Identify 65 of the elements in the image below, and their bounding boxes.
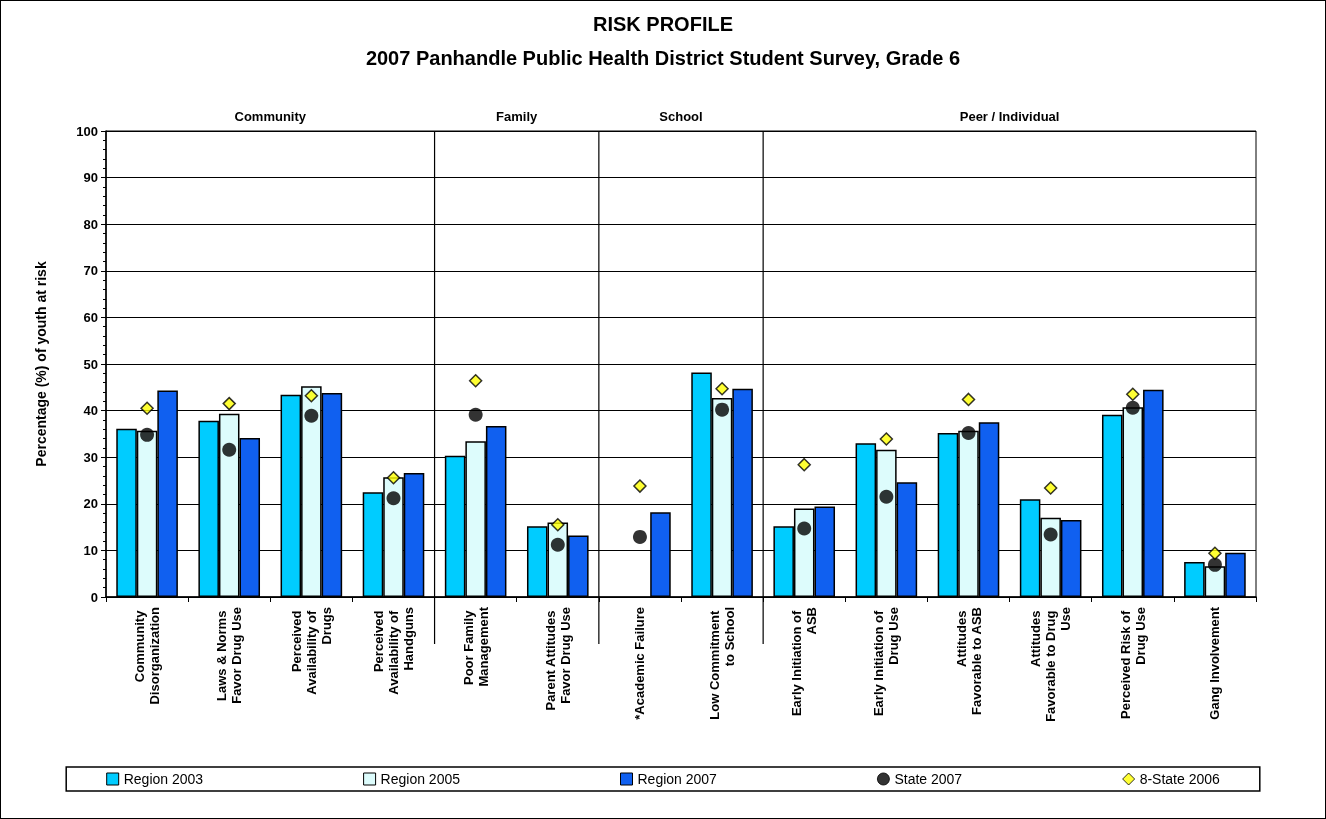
legend-label: Region 2005: [380, 771, 461, 787]
point: [715, 402, 730, 417]
point: [550, 537, 565, 552]
point: [386, 491, 401, 506]
point: [304, 408, 319, 423]
y-tick-label: 10: [83, 542, 98, 558]
point: [222, 396, 236, 411]
x-tick-label: Perceived Risk of Drug Use: [1117, 607, 1148, 719]
point: [386, 470, 401, 485]
y-tick-label: 50: [83, 356, 98, 372]
text: Community: [234, 109, 307, 124]
y-tick-label: 70: [83, 263, 98, 279]
y-tick-label: 30: [83, 449, 98, 465]
point: [1043, 481, 1058, 495]
point: [1125, 400, 1140, 415]
x-tick-label: Low Commitment to School: [707, 607, 738, 720]
legend-label: 8-State 2006: [1139, 771, 1221, 787]
y-tick-label: 40: [83, 403, 98, 419]
point: [1208, 546, 1222, 560]
point: [879, 432, 894, 446]
point: [304, 388, 319, 403]
text: Family: [496, 109, 539, 124]
point: [797, 521, 812, 536]
chart-subtitle: 2007 Panhandle Public Health District Student Survey, Grade 6: [365, 47, 961, 69]
y-tick-label: 0: [90, 589, 98, 605]
x-tick-label: Attitudes Favorable to Drug Use: [1028, 607, 1074, 722]
point: [468, 407, 483, 422]
legend-label: Region 2007: [637, 771, 718, 787]
point: [632, 529, 647, 544]
point: [879, 489, 894, 504]
point: [140, 427, 155, 442]
point: [961, 392, 976, 407]
x-tick-label: Poor Family Management: [460, 606, 491, 687]
point: [1043, 527, 1058, 542]
text: School: [659, 109, 703, 124]
point: [140, 401, 154, 416]
x-tick-label: Early Initiation of Drug Use: [871, 607, 902, 717]
x-tick-label: Attitudes Favorable to ASB: [953, 607, 984, 715]
legend-label: State 2007: [894, 771, 963, 787]
y-tick-label: 20: [83, 496, 98, 512]
x-tick-label: Perceived Availability of Drugs: [288, 607, 334, 695]
point: [551, 518, 565, 532]
point: [961, 425, 976, 440]
x-tick-label: Gang Involvement: [1207, 606, 1223, 720]
y-tick-label: 80: [83, 216, 98, 232]
point: [797, 457, 811, 472]
y-tick-label: 100: [76, 123, 98, 139]
point: [468, 374, 483, 388]
text: Peer / Individual: [959, 109, 1060, 124]
point: [633, 479, 647, 493]
point: [1126, 387, 1140, 402]
x-tick-label: Early Initiation of ASB: [789, 607, 820, 717]
x-tick-label: *Academic Failure: [632, 607, 648, 720]
y-axis-title: Percentage (%) of youth at risk: [33, 261, 49, 467]
y-tick-label: 60: [83, 309, 98, 325]
point: [222, 442, 237, 457]
x-tick-label: Laws & Norms Favor Drug Use: [214, 607, 245, 704]
y-tick-label: 90: [83, 170, 98, 186]
chart-title: RISK PROFILE: [592, 13, 734, 35]
legend-label: Region 2003: [123, 771, 204, 787]
x-tick-label: Perceived Availability of Handguns: [371, 607, 416, 695]
point: [715, 381, 729, 396]
x-tick-label: Community Disorganization: [132, 606, 163, 705]
x-tick-label: Parent Attitudes Favor Drug Use: [542, 607, 573, 711]
point: [1207, 557, 1222, 572]
